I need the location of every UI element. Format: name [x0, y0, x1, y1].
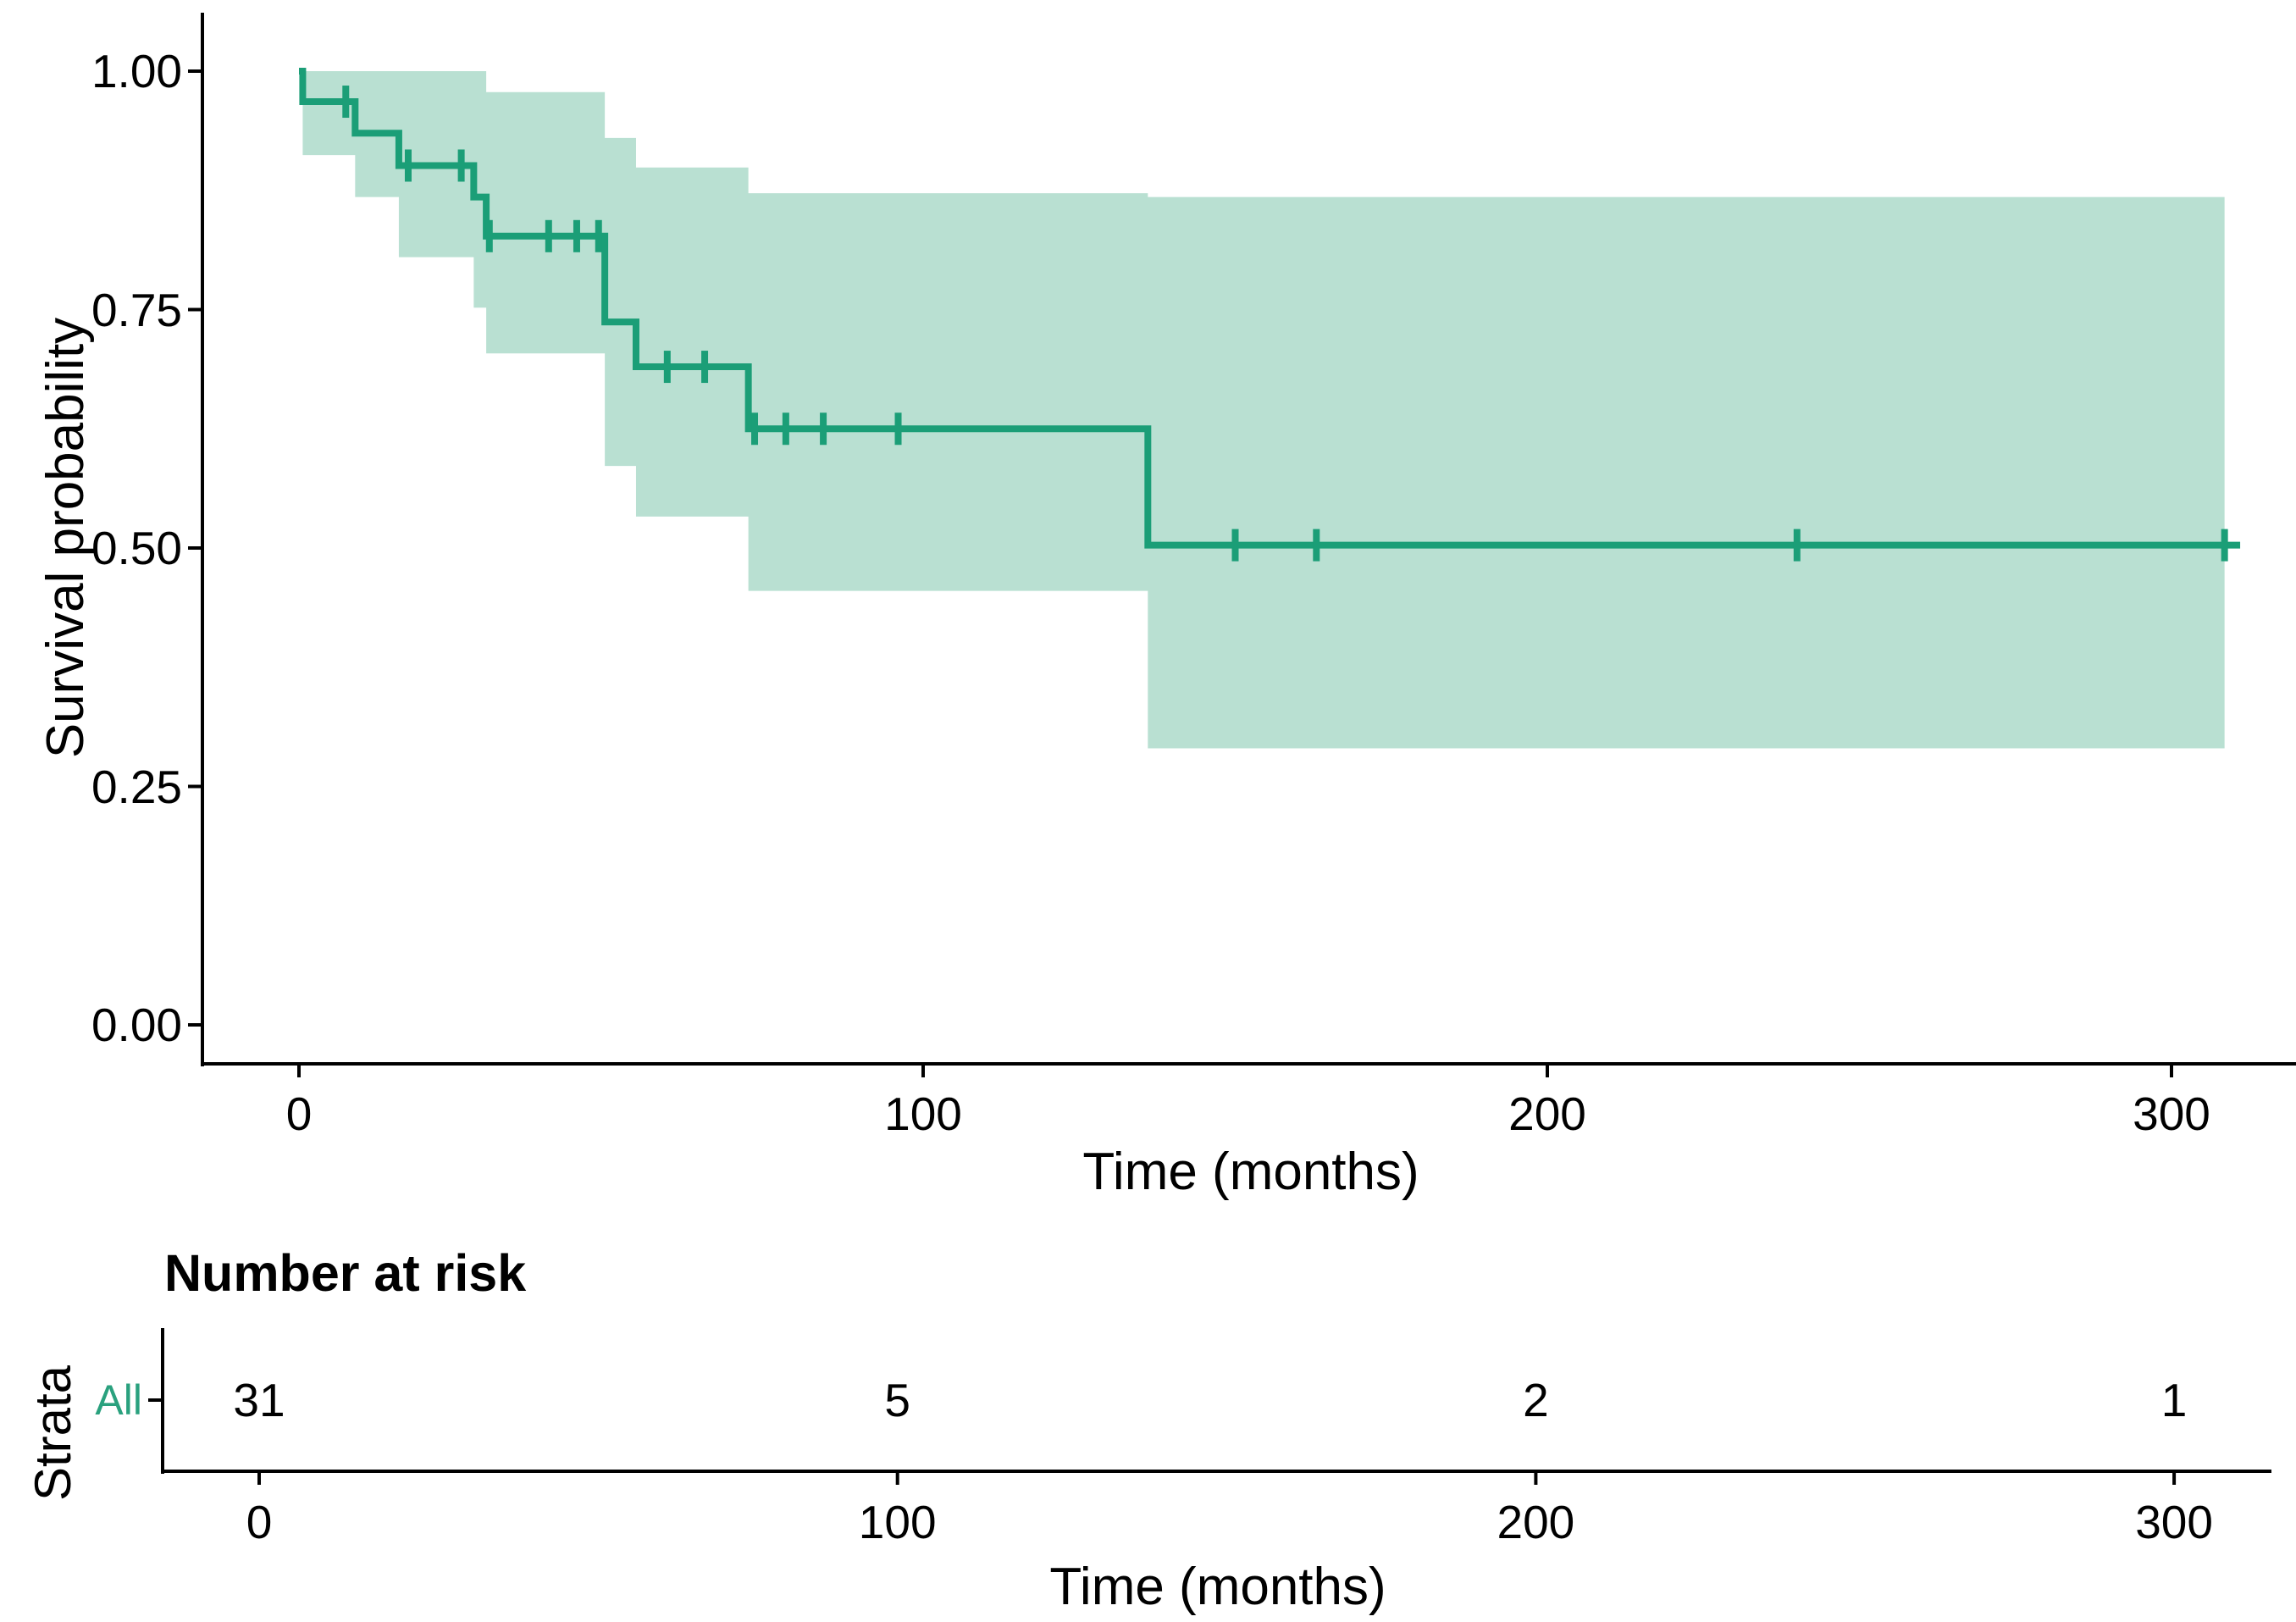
x-axis-tick	[297, 1065, 301, 1077]
censor-mark	[820, 412, 827, 446]
km-curve	[299, 68, 2241, 549]
y-axis-tick	[188, 307, 201, 312]
censor-mark	[701, 351, 709, 384]
censor-mark	[573, 219, 580, 252]
risk-count-value: 1	[2160, 1374, 2188, 1426]
risk-count-value: 31	[233, 1374, 285, 1426]
y-axis-tick	[188, 1023, 201, 1027]
x-axis-tick	[1546, 1065, 1549, 1077]
risk-y-axis-line	[161, 1328, 164, 1474]
strata-axis-title: Strata	[25, 1365, 81, 1502]
censor-mark	[663, 351, 671, 384]
y-axis-tick	[188, 546, 201, 550]
risk-time-tick-label: 200	[1497, 1496, 1575, 1548]
risk-x-axis-tick	[1534, 1472, 1538, 1485]
censor-mark	[457, 149, 465, 182]
censor-mark	[1231, 529, 1239, 562]
censor-mark	[1313, 529, 1320, 562]
risk-table-title: Number at risk	[164, 1244, 527, 1302]
x-axis-line	[201, 1062, 2296, 1066]
y-axis-line	[201, 13, 204, 1066]
risk-count-value: 5	[884, 1374, 910, 1426]
x-axis-tick	[2170, 1065, 2173, 1077]
risk-row-tick	[148, 1398, 161, 1402]
x-axis-tick	[921, 1065, 925, 1077]
risk-time-tick-label: 0	[246, 1496, 273, 1548]
x-tick-label: 300	[2133, 1088, 2210, 1140]
censor-mark	[1793, 529, 1801, 562]
x-tick-label: 200	[1508, 1088, 1586, 1140]
x-tick-label: 100	[884, 1088, 962, 1140]
censor-mark	[342, 86, 350, 119]
stratum-label-all: All	[95, 1376, 142, 1424]
risk-x-axis-title: Time (months)	[1049, 1558, 1386, 1616]
censor-mark	[2221, 529, 2228, 562]
y-tick-label: 0.25	[91, 760, 182, 813]
x-tick-label: 0	[285, 1088, 313, 1140]
x-axis-title: Time (months)	[1082, 1143, 1419, 1201]
risk-count-value: 2	[1523, 1374, 1549, 1426]
censor-mark	[751, 412, 759, 446]
risk-x-axis-line	[161, 1470, 2271, 1473]
y-tick-label: 1.00	[91, 45, 182, 97]
censor-mark	[545, 219, 552, 252]
risk-time-tick-label: 300	[2135, 1496, 2213, 1548]
risk-x-axis-tick	[2172, 1472, 2177, 1485]
confidence-band	[302, 71, 2225, 749]
censor-mark	[894, 412, 902, 446]
y-axis-tick	[188, 784, 201, 789]
censor-mark	[782, 412, 789, 446]
risk-x-axis-tick	[257, 1472, 261, 1485]
y-tick-label: 0.50	[91, 522, 182, 574]
censor-mark	[404, 149, 412, 182]
y-tick-label: 0.00	[91, 999, 182, 1051]
risk-x-axis-tick	[895, 1472, 899, 1485]
censor-mark	[595, 219, 602, 252]
censor-mark	[485, 219, 493, 252]
y-tick-label: 0.75	[91, 283, 182, 336]
risk-time-tick-label: 100	[858, 1496, 937, 1548]
y-axis-tick	[188, 69, 201, 73]
